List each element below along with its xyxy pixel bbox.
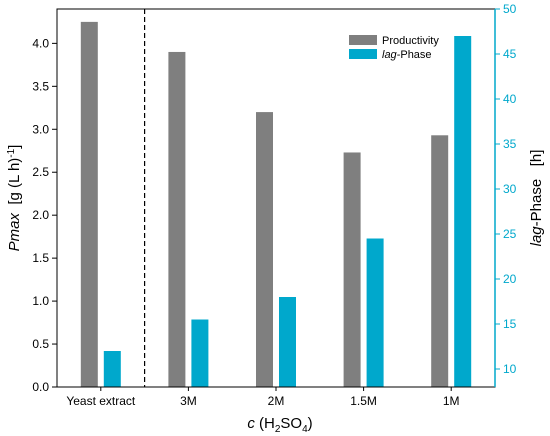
- bar-lag-phase-2: [279, 297, 296, 387]
- y-right-tick-label-4: 30: [503, 182, 517, 196]
- y-left-tick-label-8: 4.0: [32, 36, 49, 50]
- y-left-tick-label-2: 1.0: [32, 294, 49, 308]
- y-right-tick-label-6: 40: [503, 92, 517, 106]
- bar-lag-phase-3: [366, 238, 384, 387]
- y-left-tick-label-1: 0.5: [32, 337, 49, 351]
- axes-group: Yeast extract 3M 2M 1.5M 1M 0.0 0.5 1.0 1.5 2.0 2.…: [32, 2, 516, 408]
- y-left-tick-label-7: 3.5: [32, 79, 49, 93]
- y-axis-left-title: Pmax [g (L h)-1]: [6, 145, 23, 252]
- x-tick-label-3: 1.5M: [350, 394, 377, 408]
- y-right-tick-label-1: 15: [503, 317, 517, 331]
- y-right-tick-label-8: 50: [503, 2, 517, 16]
- y-left-tick-label-4: 2.0: [32, 208, 49, 222]
- y-right-tick-label-5: 35: [503, 137, 517, 151]
- bar-productivity-4: [431, 135, 449, 387]
- bar-lag-phase-1: [191, 319, 209, 387]
- x-axis-title: c (H2SO4): [247, 415, 312, 435]
- y-left-tick-label-0: 0.0: [32, 380, 49, 394]
- legend-swatch-lag-phase: [349, 49, 377, 59]
- bar-productivity-0: [80, 21, 98, 388]
- y-right-tick-label-7: 45: [503, 47, 517, 61]
- bar-lag-phase-4: [454, 36, 472, 387]
- y-left-tick-label-3: 1.5: [32, 251, 49, 265]
- legend-label-productivity: Productivity: [382, 35, 439, 47]
- bar-productivity-2: [256, 112, 273, 387]
- y-right-tick-label-0: 10: [503, 362, 517, 376]
- legend-label-lag-phase: lag-Phase: [382, 49, 432, 61]
- plot-frame: [56, 8, 496, 388]
- y-axis-right-title: lag-Phase [h]: [528, 150, 545, 247]
- x-tick-label-4: 1M: [443, 394, 460, 408]
- bar-productivity-1: [168, 51, 186, 388]
- x-tick-label-1: 3M: [180, 394, 197, 408]
- y-right-tick-label-2: 20: [503, 272, 517, 286]
- legend: Productivity lag-Phase: [349, 35, 439, 61]
- y-left-tick-label-5: 2.5: [32, 165, 49, 179]
- y-left-tick-label-6: 3.0: [32, 122, 49, 136]
- bars-group: [80, 21, 472, 388]
- bar-lag-phase-0: [103, 351, 121, 387]
- x-tick-label-2: 2M: [268, 394, 285, 408]
- bar-productivity-3: [343, 152, 361, 387]
- x-tick-label-0: Yeast extract: [66, 394, 136, 408]
- y-right-tick-label-3: 25: [503, 227, 517, 241]
- legend-swatch-productivity: [349, 35, 377, 45]
